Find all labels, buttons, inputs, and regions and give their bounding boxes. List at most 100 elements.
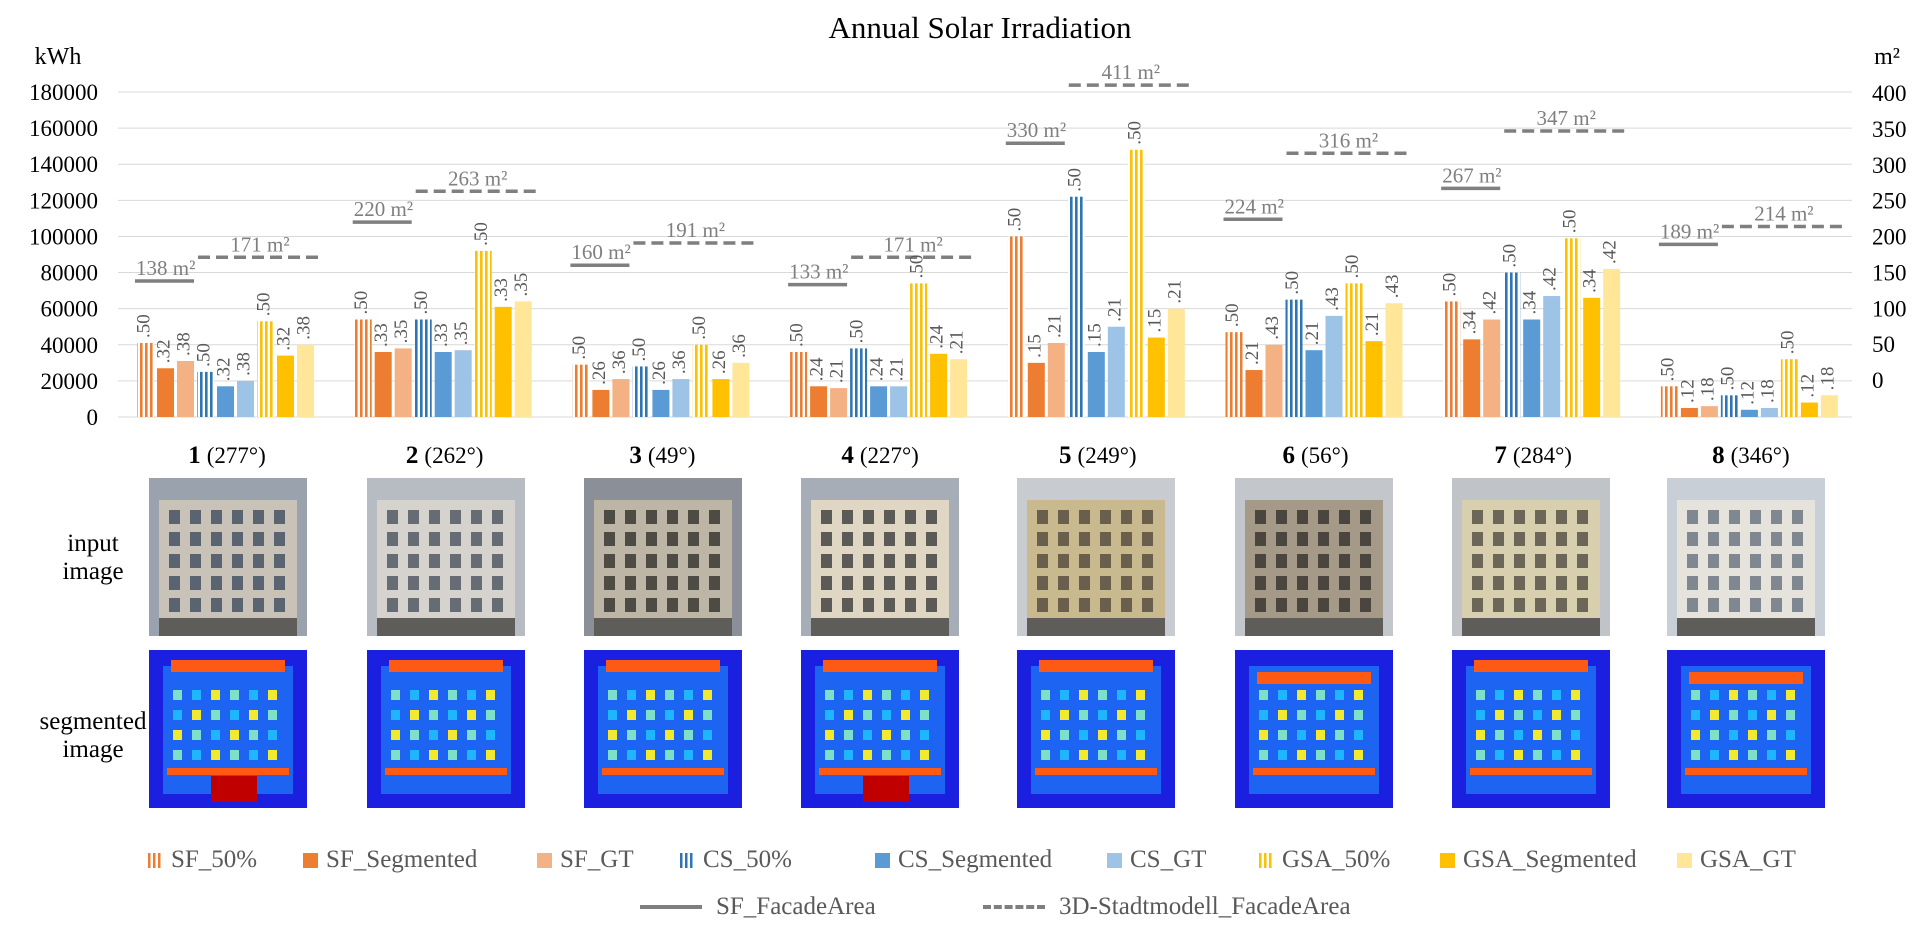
bar-cs-gt-4 bbox=[890, 386, 908, 417]
segmented-image-6 bbox=[1235, 650, 1393, 808]
input-image-5 bbox=[1017, 478, 1175, 636]
right-axis-unit: m² bbox=[1874, 44, 1900, 70]
legend-item-cs-segmented: CS_Segmented bbox=[875, 846, 1052, 874]
building-title-5: 5 (249°) bbox=[998, 442, 1198, 470]
stadtmodell-facade-area-label: 214 m² bbox=[1754, 201, 1813, 225]
bar-cs-segmented-7 bbox=[1523, 319, 1541, 417]
bar-data-label: .34 bbox=[1580, 269, 1601, 293]
legend-swatch bbox=[680, 852, 695, 868]
bar-data-label: .50 bbox=[1282, 271, 1303, 295]
bar-data-label: .15 bbox=[1084, 323, 1105, 347]
legend-item-sf-segmented: SF_Segmented bbox=[303, 846, 477, 874]
bar-data-label: .33 bbox=[371, 323, 392, 347]
bar-sf-segmented-7 bbox=[1463, 339, 1481, 417]
left-tick-label: 80000 bbox=[41, 261, 99, 286]
legend-swatch bbox=[875, 852, 890, 868]
bar-data-label: .21 bbox=[1164, 280, 1185, 304]
bar-gsa-segmented-8 bbox=[1800, 402, 1818, 417]
building-orientation: (262°) bbox=[424, 443, 484, 468]
bar-sf-50--6 bbox=[1225, 332, 1243, 417]
bar-gsa-segmented-2 bbox=[494, 306, 512, 417]
building-orientation: (277°) bbox=[206, 443, 266, 468]
bar-data-label: .42 bbox=[1600, 240, 1621, 264]
input-image-8 bbox=[1667, 478, 1825, 636]
stadtmodell-facade-area-label: 171 m² bbox=[883, 232, 942, 256]
bar-data-label: .21 bbox=[1302, 321, 1323, 345]
legend-item-3d-stadtmodell-facadearea: 3D-Stadtmodell_FacadeArea bbox=[983, 893, 1351, 921]
legend-label: SF_FacadeArea bbox=[716, 893, 876, 920]
segmented-image-1 bbox=[149, 650, 307, 808]
right-tick-label: 300 bbox=[1872, 153, 1907, 178]
bar-sf-segmented-4 bbox=[810, 386, 828, 417]
bar-cs-50--7 bbox=[1503, 272, 1521, 417]
left-tick-label: 40000 bbox=[41, 333, 99, 358]
segmented-image-row-label: segmented image bbox=[39, 708, 147, 763]
bar-sf-segmented-8 bbox=[1680, 407, 1698, 417]
bar-gsa-gt-5 bbox=[1167, 308, 1185, 417]
bar-gsa-50--1 bbox=[257, 321, 274, 417]
left-tick-label: 120000 bbox=[29, 188, 98, 213]
building-title-2: 2 (262°) bbox=[345, 442, 545, 470]
legend-label: GSA_Segmented bbox=[1463, 846, 1637, 873]
right-tick-label: 350 bbox=[1872, 117, 1907, 142]
right-tick-label: 50 bbox=[1872, 332, 1895, 357]
bar-data-label: .12 bbox=[1677, 379, 1698, 403]
bar-sf-gt-3 bbox=[612, 379, 630, 417]
bar-data-label: .21 bbox=[1104, 298, 1125, 322]
legend-line-swatch bbox=[640, 905, 702, 909]
bar-data-label: .21 bbox=[947, 330, 968, 354]
bar-data-label: .35 bbox=[451, 321, 472, 345]
bar-cs-50--8 bbox=[1720, 395, 1738, 417]
bar-data-label: .50 bbox=[907, 255, 928, 279]
bar-cs-50--3 bbox=[632, 366, 650, 417]
building-title-6: 6 (56°) bbox=[1216, 442, 1416, 470]
building-title-8: 8 (346°) bbox=[1651, 442, 1851, 470]
bar-data-label: .36 bbox=[669, 350, 690, 374]
bar-cs-50--5 bbox=[1067, 196, 1085, 417]
bar-gsa-gt-7 bbox=[1603, 268, 1621, 417]
bar-sf-50--3 bbox=[572, 364, 590, 417]
legend-label: SF_GT bbox=[560, 846, 634, 873]
legend-item-gsa-segmented: GSA_Segmented bbox=[1440, 846, 1637, 874]
segmented-image-7 bbox=[1452, 650, 1610, 808]
bar-gsa-gt-1 bbox=[297, 344, 314, 417]
building-orientation: (284°) bbox=[1512, 443, 1572, 468]
bar-data-label: .50 bbox=[254, 293, 275, 317]
bar-sf-gt-1 bbox=[177, 361, 194, 417]
legend-swatch bbox=[1677, 852, 1692, 868]
bar-gsa-50--4 bbox=[910, 283, 928, 417]
bar-gsa-segmented-5 bbox=[1147, 337, 1165, 417]
bar-data-label: .50 bbox=[787, 323, 808, 347]
legend-item-gsa-50-: GSA_50% bbox=[1259, 846, 1390, 874]
bar-data-label: .43 bbox=[1322, 287, 1343, 311]
bar-data-label: .50 bbox=[569, 336, 590, 360]
legend-label: GSA_GT bbox=[1700, 846, 1796, 873]
bar-data-label: .50 bbox=[1717, 367, 1738, 391]
right-tick-label: 0 bbox=[1872, 368, 1884, 393]
segmented-image-3 bbox=[584, 650, 742, 808]
building-title-4: 4 (227°) bbox=[780, 442, 980, 470]
building-title-3: 3 (49°) bbox=[562, 442, 762, 470]
bar-data-label: .43 bbox=[1262, 316, 1283, 340]
bar-gsa-50--8 bbox=[1780, 359, 1798, 417]
segmented-image-2 bbox=[367, 650, 525, 808]
bar-data-label: .21 bbox=[1362, 312, 1383, 336]
bar-cs-50--6 bbox=[1285, 299, 1303, 417]
building-number: 3 bbox=[629, 442, 642, 469]
building-number: 5 bbox=[1059, 442, 1072, 469]
sf-facade-area-label: 224 m² bbox=[1225, 194, 1284, 218]
sf-facade-area-label: 267 m² bbox=[1442, 163, 1501, 187]
stadtmodell-facade-area-label: 191 m² bbox=[666, 218, 725, 242]
building-title-7: 7 (284°) bbox=[1433, 442, 1633, 470]
legend-item-cs-gt: CS_GT bbox=[1107, 846, 1206, 874]
input-image-6 bbox=[1235, 478, 1393, 636]
bar-data-label: .50 bbox=[1500, 244, 1521, 268]
bar-data-label: .21 bbox=[887, 358, 908, 382]
legend-line-swatch bbox=[983, 905, 1045, 909]
segmented-image-8 bbox=[1667, 650, 1825, 808]
bar-data-label: .38 bbox=[294, 316, 315, 340]
bar-data-label: .36 bbox=[609, 350, 630, 374]
bar-data-label: .36 bbox=[729, 334, 750, 358]
building-orientation: (49°) bbox=[647, 443, 696, 468]
bar-gsa-50--3 bbox=[692, 344, 710, 417]
